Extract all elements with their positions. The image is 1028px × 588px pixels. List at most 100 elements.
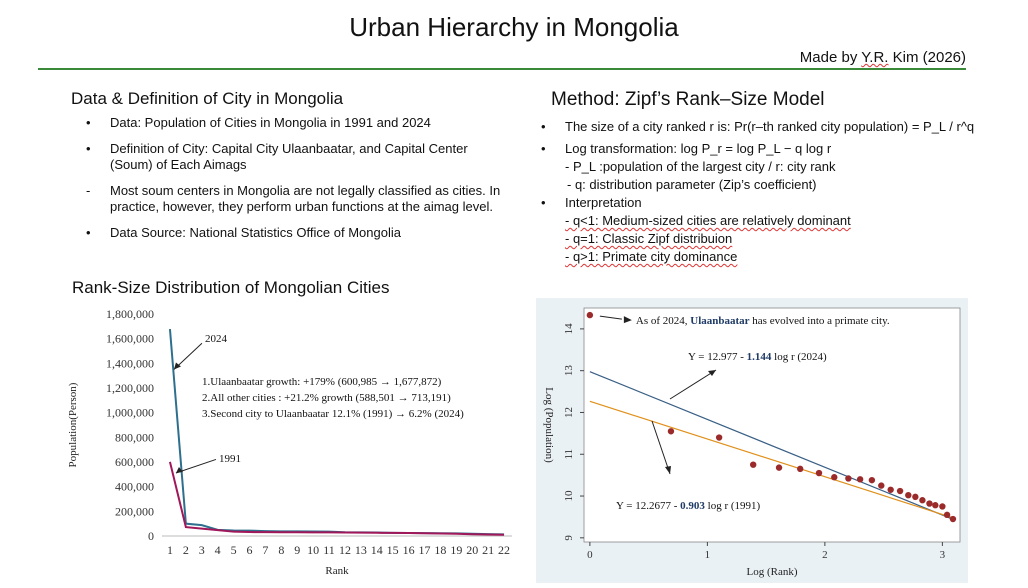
bullet-marker: • bbox=[541, 119, 546, 134]
method-subitem: - P_L :population of the largest city / … bbox=[565, 159, 836, 174]
data-point bbox=[939, 503, 946, 510]
series-label-1991: 1991 bbox=[219, 453, 241, 465]
data-item-text: Data: Population of Cities in Mongolia i… bbox=[110, 115, 431, 130]
x-tick-label: 3 bbox=[940, 549, 946, 561]
data-point bbox=[750, 461, 757, 468]
y-tick-label: 1,600,000 bbox=[106, 332, 154, 346]
bullet-marker: • bbox=[541, 195, 546, 210]
equation-2024: Y = 12.977 - 1.144 log r (2024) bbox=[688, 351, 827, 363]
data-point bbox=[949, 515, 957, 523]
x-tick-label: 19 bbox=[450, 543, 462, 557]
data-point bbox=[586, 311, 594, 319]
x-tick-label: 10 bbox=[307, 543, 319, 557]
x-tick-label: 17 bbox=[419, 543, 431, 557]
equation-2024-arrow-head bbox=[708, 370, 716, 376]
y-tick-label: 600,000 bbox=[115, 455, 154, 469]
primate-annotation-post: has evolved into a primate city. bbox=[750, 315, 890, 327]
x-tick-label: 14 bbox=[371, 543, 383, 557]
data-point bbox=[815, 469, 823, 477]
y-tick-label: 0 bbox=[148, 529, 154, 543]
x-tick-label: 2 bbox=[822, 549, 828, 561]
data-point bbox=[845, 475, 852, 482]
data-point bbox=[715, 434, 723, 441]
x-tick-label: 18 bbox=[434, 543, 446, 557]
x-tick-label: 15 bbox=[387, 543, 399, 557]
interp-item: - q>1: Primate city dominance bbox=[541, 248, 981, 266]
series-line-1991 bbox=[168, 461, 505, 536]
x-tick-label: 0 bbox=[587, 549, 593, 561]
y-tick-label: 400,000 bbox=[115, 480, 154, 494]
x-tick-label: 5 bbox=[231, 543, 237, 557]
method-section-list: • The size of a city ranked r is: Pr(r–th… bbox=[541, 118, 981, 266]
data-item-text: Most soum centers in Mongolia are not le… bbox=[110, 183, 501, 214]
equation-2024-coef: 1.144 bbox=[747, 351, 772, 363]
equation-1991-arrow bbox=[651, 420, 671, 475]
method-item-3: • Interpretation bbox=[541, 194, 981, 212]
bullet-marker: - bbox=[86, 183, 91, 198]
primate-annotation-pre: As of 2024, bbox=[636, 315, 690, 327]
x-tick-label: 21 bbox=[482, 543, 494, 557]
equation-1991-post: log r (1991) bbox=[705, 500, 761, 512]
chart-annotation: 1.Ulaanbaatar growth: +179% (600,985 → 1… bbox=[202, 376, 442, 388]
x-tick-label: 13 bbox=[355, 543, 367, 557]
x-tick-label: 22 bbox=[498, 543, 510, 557]
y-tick-label: 10 bbox=[563, 490, 575, 502]
x-tick-label: 2 bbox=[183, 543, 189, 557]
x-tick-label: 7 bbox=[262, 543, 268, 557]
primate-arrow-head bbox=[623, 316, 632, 324]
x-axis-label: Rank bbox=[325, 565, 349, 577]
y-tick-label: 14 bbox=[563, 323, 575, 335]
y-tick-label: 1,200,000 bbox=[106, 381, 154, 395]
data-point bbox=[919, 497, 926, 504]
method-item-1: • The size of a city ranked r is: Pr(r–th… bbox=[541, 118, 981, 136]
data-section-list: • Data: Population of Cities in Mongolia … bbox=[86, 115, 506, 241]
data-item: - Most soum centers in Mongolia are not l… bbox=[86, 183, 506, 215]
chart-annotation: 3.Second city to Ulaanbaatar 12.1% (1991… bbox=[202, 408, 464, 420]
x-tick-label: 6 bbox=[247, 543, 253, 557]
y-axis-label: Population(Person) bbox=[67, 382, 79, 467]
equation-2024-post: log r (2024) bbox=[771, 351, 827, 363]
method-item-1-text: The size of a city ranked r is: Pr(r–th … bbox=[565, 119, 975, 134]
equation-1991: Y = 12.2677 - 0.903 log r (1991) bbox=[616, 500, 761, 512]
equation-1991-pre: Y = 12.2677 - bbox=[616, 500, 680, 512]
y-tick-label: 200,000 bbox=[115, 504, 154, 518]
data-item: • Data: Population of Cities in Mongolia … bbox=[86, 115, 506, 131]
x-tick-label: 20 bbox=[466, 543, 478, 557]
method-item-3-text: Interpretation bbox=[565, 195, 642, 210]
data-item: • Definition of City: Capital City Ulaanb… bbox=[86, 141, 506, 173]
data-point bbox=[905, 492, 912, 499]
data-point bbox=[667, 428, 675, 435]
data-section-heading: Data & Definition of City in Mongolia bbox=[71, 89, 344, 108]
arrow-head-1991 bbox=[175, 466, 183, 473]
data-point bbox=[831, 474, 838, 481]
data-point bbox=[896, 487, 904, 495]
data-item: • Data Source: National Statistics Office… bbox=[86, 225, 506, 241]
y-tick-label: 13 bbox=[563, 365, 575, 377]
y-tick-label: 1,800,000 bbox=[106, 307, 154, 321]
y-tick-label: 9 bbox=[563, 535, 575, 541]
credit-suffix: Kim (2026) bbox=[888, 49, 966, 66]
data-point bbox=[868, 476, 876, 484]
y-tick-label: 1,400,000 bbox=[106, 356, 154, 370]
data-point bbox=[797, 465, 804, 473]
bullet-marker: • bbox=[86, 141, 91, 156]
data-item-text: Definition of City: Capital City Ulaanba… bbox=[110, 141, 468, 172]
x-tick-label: 3 bbox=[199, 543, 205, 557]
method-section-heading: Method: Zipf’s Rank–Size Model bbox=[551, 89, 825, 110]
x-tick-label: 12 bbox=[339, 543, 351, 557]
method-subitem: - q: distribution parameter (Zip’s coeff… bbox=[567, 177, 817, 192]
x-tick-label: 11 bbox=[323, 543, 335, 557]
interp-item-text: - q=1: Classic Zipf distribuion bbox=[565, 231, 733, 246]
equation-2024-pre: Y = 12.977 - bbox=[688, 351, 747, 363]
equation-2024-arrow bbox=[669, 369, 717, 400]
interp-item-text: - q>1: Primate city dominance bbox=[565, 249, 738, 264]
fit-line-2024 bbox=[589, 371, 955, 521]
y-tick-label: 1,000,000 bbox=[106, 406, 154, 420]
y-axis-label: Log (Population) bbox=[543, 387, 555, 463]
data-point bbox=[943, 511, 951, 519]
x-tick-label: 1 bbox=[705, 549, 711, 561]
fit-line-1991 bbox=[589, 400, 955, 519]
line-chart-title: Rank-Size Distribution of Mongolian Citi… bbox=[72, 278, 390, 297]
bullet-marker: • bbox=[86, 225, 91, 240]
credit-prefix: Made by bbox=[799, 49, 862, 66]
